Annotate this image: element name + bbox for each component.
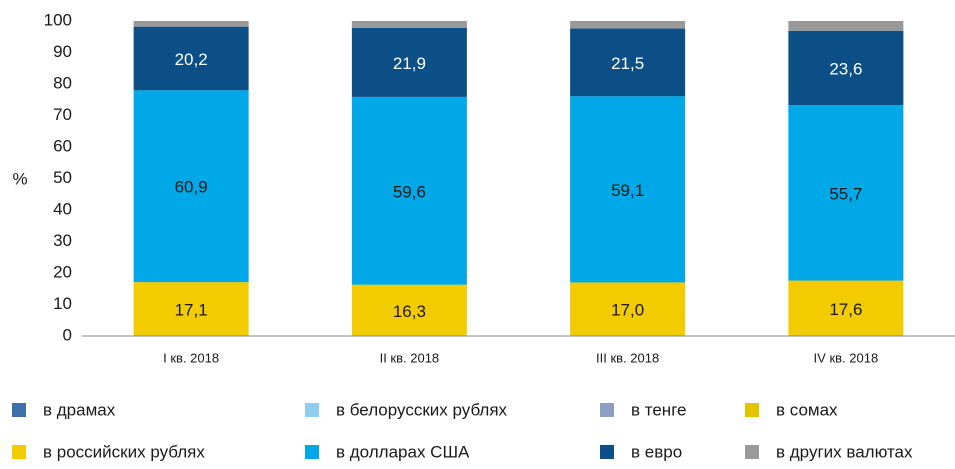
legend-swatch bbox=[12, 445, 26, 459]
data-label: 60,9 bbox=[175, 178, 208, 197]
bar-segment bbox=[788, 105, 904, 281]
legend-swatch bbox=[745, 403, 759, 417]
y-tick-label: 80 bbox=[53, 73, 72, 92]
y-tick-label: 40 bbox=[53, 199, 72, 218]
y-axis-label: % bbox=[12, 169, 27, 188]
legend-label: в долларах США bbox=[336, 442, 470, 461]
legend-label: в сомах bbox=[776, 400, 838, 419]
x-tick-label: II кв. 2018 bbox=[380, 350, 440, 365]
bar-segment bbox=[351, 27, 467, 97]
data-label: 17,1 bbox=[175, 301, 208, 320]
bar-segment bbox=[133, 90, 249, 283]
data-label: 21,5 bbox=[611, 54, 644, 73]
legend-swatch bbox=[12, 403, 26, 417]
x-tick-label: IV кв. 2018 bbox=[814, 350, 879, 365]
x-tick-label: III кв. 2018 bbox=[596, 350, 659, 365]
bar-segment bbox=[133, 26, 249, 91]
data-label: 55,7 bbox=[829, 184, 862, 203]
bar-segment bbox=[133, 282, 249, 336]
data-label: 16,3 bbox=[393, 302, 426, 321]
legend-label: в других валютах bbox=[776, 442, 913, 461]
bar-segment bbox=[133, 21, 249, 27]
legend-swatch bbox=[600, 403, 614, 417]
y-tick-label: 90 bbox=[53, 42, 72, 61]
data-label: 59,1 bbox=[611, 181, 644, 200]
y-tick-label: 10 bbox=[53, 294, 72, 313]
bar-segment bbox=[788, 30, 904, 106]
bar-segment bbox=[570, 282, 686, 336]
legend-label: в тенге bbox=[631, 400, 686, 419]
bar-segment bbox=[788, 280, 904, 336]
legend-swatch bbox=[600, 445, 614, 459]
data-label: 23,6 bbox=[829, 59, 862, 78]
bar-segment bbox=[570, 21, 686, 29]
legend-label: в евро bbox=[631, 442, 682, 461]
y-tick-label: 0 bbox=[63, 325, 72, 344]
bar-segment bbox=[351, 284, 467, 336]
bar-segment bbox=[570, 28, 686, 97]
legend-swatch bbox=[305, 403, 319, 417]
y-tick-label: 70 bbox=[53, 105, 72, 124]
legend-label: в белорусских рублях bbox=[336, 400, 508, 419]
legend-swatch bbox=[305, 445, 319, 459]
x-tick-label: I кв. 2018 bbox=[163, 350, 219, 365]
legend-swatch bbox=[745, 445, 759, 459]
bar-segment bbox=[351, 96, 467, 285]
bar-segment bbox=[788, 21, 904, 31]
data-label: 59,6 bbox=[393, 182, 426, 201]
bar-segment bbox=[570, 96, 686, 283]
legend-label: в драмах bbox=[43, 400, 116, 419]
bar-segment bbox=[351, 21, 467, 28]
y-tick-label: 100 bbox=[44, 10, 72, 29]
y-tick-label: 60 bbox=[53, 136, 72, 155]
data-label: 17,0 bbox=[611, 301, 644, 320]
data-label: 20,2 bbox=[175, 50, 208, 69]
y-tick-label: 50 bbox=[53, 168, 72, 187]
data-label: 21,9 bbox=[393, 54, 426, 73]
data-label: 17,6 bbox=[829, 300, 862, 319]
legend-label: в российских рублях bbox=[43, 442, 205, 461]
y-tick-label: 20 bbox=[53, 262, 72, 281]
y-tick-label: 30 bbox=[53, 231, 72, 250]
